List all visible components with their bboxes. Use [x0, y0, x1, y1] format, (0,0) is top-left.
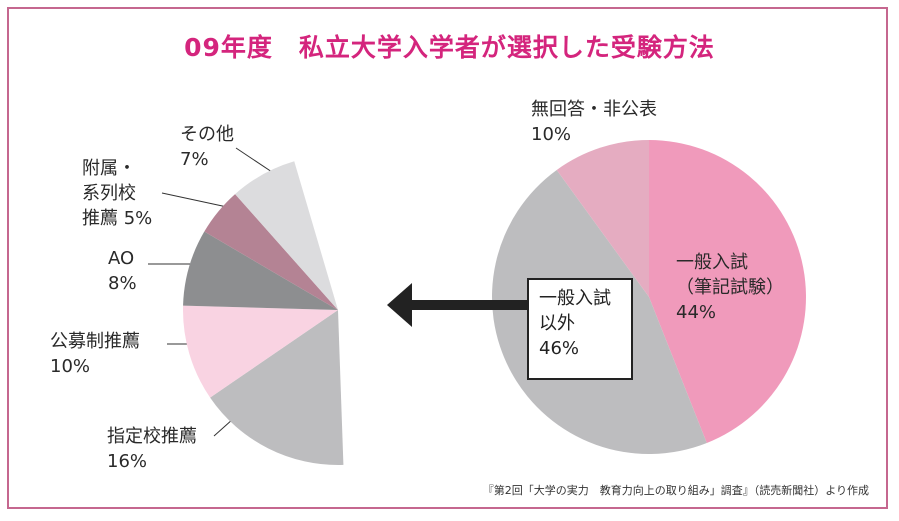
chart-frame: [7, 7, 888, 509]
label-other: その他 7%: [180, 124, 234, 170]
breakdown-slice-0: [210, 310, 344, 466]
main-pie-slice-2: [556, 140, 649, 297]
label-non-general: 一般入試 以外 46%: [527, 278, 633, 380]
label-general-exam: 一般入試 （筆記試験） 44%: [676, 252, 784, 323]
label-no-answer: 無回答・非公表 10%: [531, 99, 657, 145]
arrow-head: [387, 283, 412, 327]
breakdown-pie: [182, 161, 344, 466]
label-designated-school: 指定校推薦 16%: [107, 426, 197, 472]
main-pie-slice-0: [649, 140, 806, 443]
label-public-recommendation: 公募制推薦 10%: [50, 331, 140, 377]
source-note: 『第2回「大学の実力 教育力向上の取り組み」調査』（読売新聞社）より作成: [482, 484, 869, 497]
label-affiliated-school: 附属・ 系列校 推薦 5%: [82, 158, 153, 229]
arrow-shaft: [406, 300, 528, 310]
breakdown-slice-4: [235, 161, 338, 310]
pointer-arrow: [387, 283, 528, 327]
chart-title: 09年度 私立大学入学者が選択した受験方法: [184, 33, 715, 62]
label-ao: AO 8%: [108, 248, 137, 294]
breakdown-slice-1: [182, 305, 338, 398]
breakdown-slice-2: [183, 231, 338, 310]
breakdown-slice-3: [204, 194, 338, 310]
